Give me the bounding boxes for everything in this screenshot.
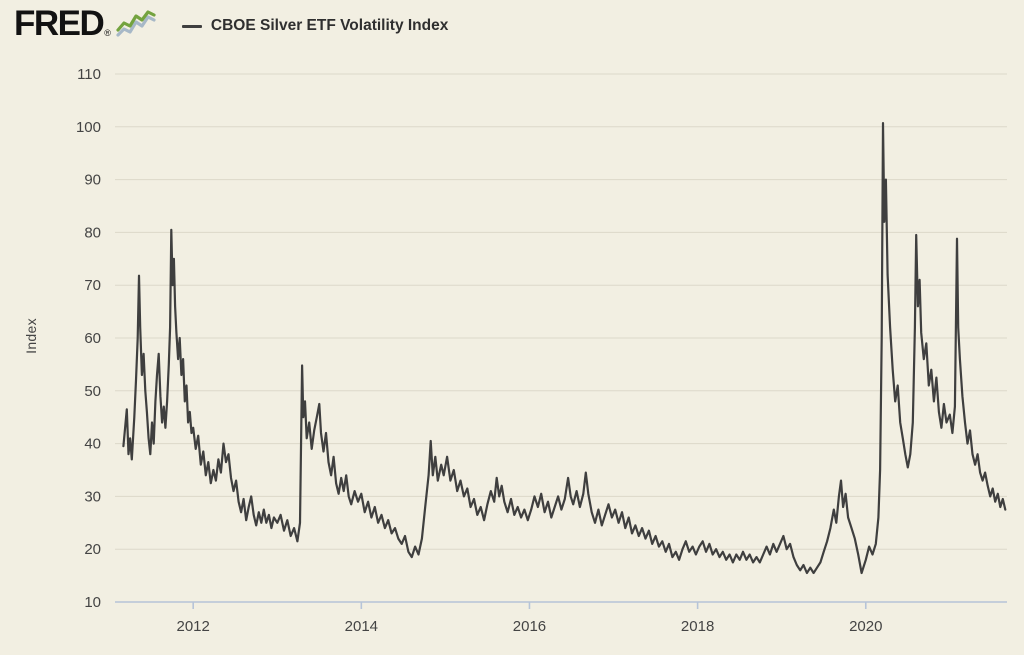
legend-line-swatch bbox=[181, 24, 202, 28]
legend-series-label: CBOE Silver ETF Volatility Index bbox=[210, 17, 449, 34]
y-tick-label: 30 bbox=[84, 488, 101, 505]
fred-logo: FRED ® bbox=[14, 4, 156, 44]
series-line bbox=[122, 121, 1007, 575]
x-tick-label: 2016 bbox=[513, 618, 546, 635]
y-tick-label: 80 bbox=[84, 224, 101, 241]
x-tick-label: 2012 bbox=[176, 618, 209, 635]
y-tick-label: 10 bbox=[84, 594, 101, 611]
y-tick-label: 110 bbox=[77, 66, 101, 83]
x-tick-label: 2020 bbox=[849, 618, 882, 635]
fred-logo-text: FRED bbox=[14, 4, 105, 44]
y-tick-label: 20 bbox=[84, 541, 101, 558]
fred-logo-sparkline-icon bbox=[116, 10, 156, 37]
legend: CBOE Silver ETF Volatility Index bbox=[181, 17, 449, 35]
fred-logo-registered-mark: ® bbox=[104, 28, 111, 38]
y-tick-label: 70 bbox=[84, 277, 101, 294]
x-tick-label: 2018 bbox=[681, 618, 714, 635]
y-tick-label: 50 bbox=[84, 383, 101, 400]
y-tick-label: 90 bbox=[84, 172, 101, 189]
chart-header: FRED ® CBOE Silver ETF Volatility Index bbox=[14, 4, 449, 44]
y-tick-label: 60 bbox=[84, 330, 101, 347]
y-tick-label: 40 bbox=[84, 436, 101, 453]
y-tick-label: 100 bbox=[76, 119, 101, 136]
x-tick-label: 2014 bbox=[345, 618, 378, 635]
